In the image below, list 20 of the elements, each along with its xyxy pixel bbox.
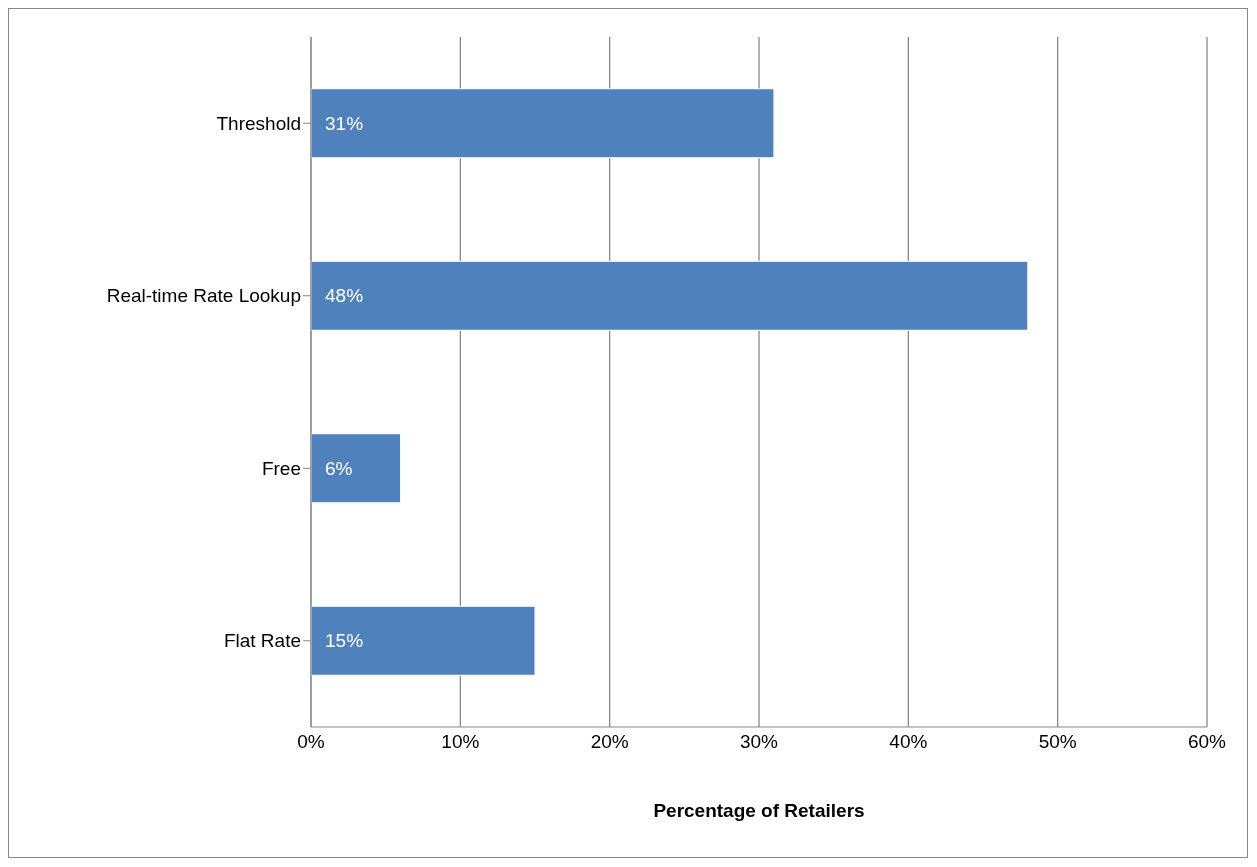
data-label: 6% (325, 457, 353, 479)
y-tick-label: Free (261, 457, 301, 479)
x-axis-title: Percentage of Retailers (653, 800, 865, 821)
x-tick-label: 60% (1187, 731, 1227, 753)
x-tick-label: 10% (441, 731, 480, 753)
x-tick-label: 40% (889, 731, 928, 753)
x-tick-label: 30% (739, 731, 779, 753)
y-tick-label: Flat Rate (223, 630, 301, 652)
bar (311, 88, 775, 159)
bar (311, 605, 536, 676)
bar (311, 260, 1029, 331)
data-label: 31% (325, 112, 364, 134)
data-label: 15% (325, 630, 364, 652)
x-tick-label: 20% (590, 731, 629, 753)
data-label: 48% (325, 285, 364, 307)
y-tick-label: Threshold (216, 113, 301, 134)
bar (311, 433, 402, 504)
x-tick-label: 0% (297, 731, 325, 753)
y-tick-label: Real-time Rate Lookup (106, 285, 301, 307)
x-tick-label: 50% (1038, 731, 1077, 753)
